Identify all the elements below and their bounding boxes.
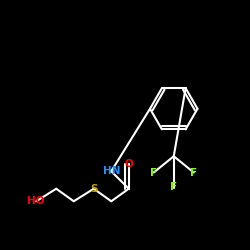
Text: HN: HN bbox=[102, 166, 120, 176]
Text: S: S bbox=[90, 184, 98, 194]
Text: F: F bbox=[170, 182, 177, 192]
Text: F: F bbox=[150, 168, 157, 177]
Text: F: F bbox=[190, 168, 197, 177]
Text: HO: HO bbox=[28, 196, 45, 206]
Text: O: O bbox=[124, 159, 133, 169]
